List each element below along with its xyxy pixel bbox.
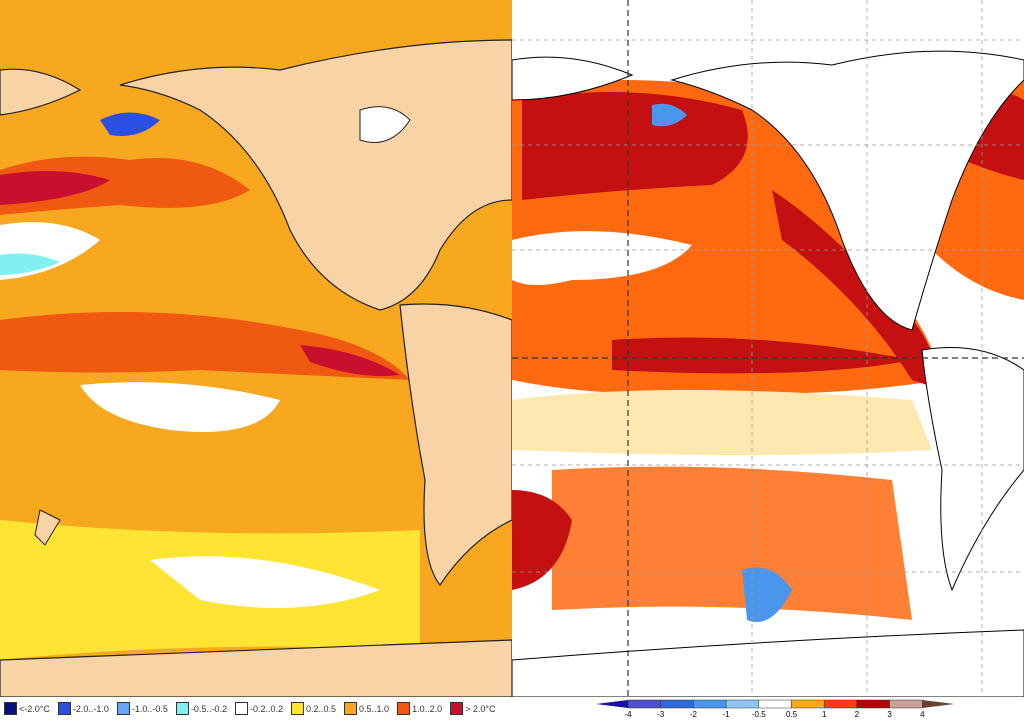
colorbar-segment [758,699,792,709]
legend-item: > 2.0°C [450,702,495,715]
asia-land [0,68,82,116]
cool-cyan-patch [0,253,60,275]
legend-swatch [397,702,411,715]
legend-swatch [4,702,17,715]
legend-label: 0.2..0.5 [306,703,337,714]
grid-lines [512,0,1024,697]
colorbar-low-arrow [596,700,628,708]
legend-item: 0.2..0.5 [291,702,336,715]
legend-swatch [234,702,248,715]
legend-item: 0.5..1.0 [344,702,389,715]
colorbar-segment [693,699,727,709]
colorbar-tick-label: 0.5 [786,710,798,719]
legend-swatch [116,702,130,715]
hudson-bay [359,106,411,143]
right-sst-anomaly-map: -4 -3 -2 -1 -0.5 0.5 1 2 3 4 [512,0,1024,720]
north-america-land [670,50,1024,331]
legend-label: -1.0..-0.5 [131,703,168,714]
legend-item: -1.0..-0.5 [116,702,168,715]
left-map-canvas [0,0,512,697]
equatorial-hot-core [300,345,400,377]
legend-swatch [344,702,358,715]
colorbar-segment [660,699,694,709]
colorbar-segment [856,699,890,709]
colorbar-segment [627,699,661,709]
equatorial-warm-band [0,312,410,380]
colorbar-segment [823,699,858,709]
colorbar-tick-label: -1 [723,710,731,719]
colorbar-tick-label: 2 [855,710,860,719]
right-map-canvas [512,0,1024,697]
south-cool-patch [742,567,792,622]
asia-land [512,56,634,101]
equatorial-hot-band [612,337,912,374]
legend-swatch [291,702,304,715]
legend-label: 0.5..1.0 [359,703,390,714]
legend-label: <-2.0°C [19,703,50,714]
left-sst-anomaly-map: <-2.0°C -2.0..-1.0 -1.0..-0.5 -0.5..-0.2 -0.… [0,0,512,715]
legend-label: -2.0..-1.0 [72,703,109,714]
alaska-cool-patch [100,112,160,136]
left-legend: <-2.0°C -2.0..-1.0 -1.0..-0.5 -0.5..-0.2 -0.… [0,697,516,720]
legend-item: -0.5..-0.2 [175,702,227,715]
colorbar-tick-label: 4 [920,710,925,719]
antarctica-land [0,639,512,697]
colorbar-tick-label: 1 [822,710,827,719]
legend-item: 1.0..2.0 [397,702,442,715]
south-america-land [399,303,512,587]
legend-item: -0.2..0.2 [234,702,283,715]
legend-swatch [57,702,71,715]
north-america-land [119,39,512,311]
legend-label: -0.2..0.2 [249,703,283,714]
new-zealand-land [34,509,61,546]
south-mild-band [512,390,932,455]
equator-and-dateline [512,0,1024,697]
colorbar-segment [791,699,825,709]
colorbar-tick-label: -3 [657,710,665,719]
colorbar-tick-label: 3 [887,710,892,719]
legend-label: 1.0..2.0 [412,703,443,714]
right-colorbar: -4 -3 -2 -1 -0.5 0.5 1 2 3 4 [596,699,955,719]
colorbar-high-arrow [922,700,955,708]
tasman-hot-patch [512,490,572,590]
white-neutral-patch [80,382,280,432]
antarctica-land [512,629,1024,697]
legend-item: <-2.0°C [4,702,50,715]
legend-swatch [175,702,189,715]
legend-label: -0.5..-0.2 [190,703,227,714]
colorbar-segment [725,699,760,709]
colorbar-segment [889,699,923,709]
legend-swatch [450,702,464,715]
legend-item: -2.0..-1.0 [57,702,109,715]
north-pacific-hot-core [522,92,748,200]
legend-label: > 2.0°C [465,703,496,714]
colorbar-tick-label: -2 [690,710,698,719]
colorbar-tick-label: -4 [624,710,632,719]
north-pacific-warm-band [0,156,250,215]
north-pacific-hot-core [0,171,110,205]
east-pacific-hot-core [772,190,942,390]
southern-warm-patches [552,466,912,620]
southern-neutral-patch [150,556,380,608]
alaska-cool-patch [652,103,687,127]
neutral-patch [512,231,692,285]
colorbar-tick-label: -0.5 [752,710,766,719]
